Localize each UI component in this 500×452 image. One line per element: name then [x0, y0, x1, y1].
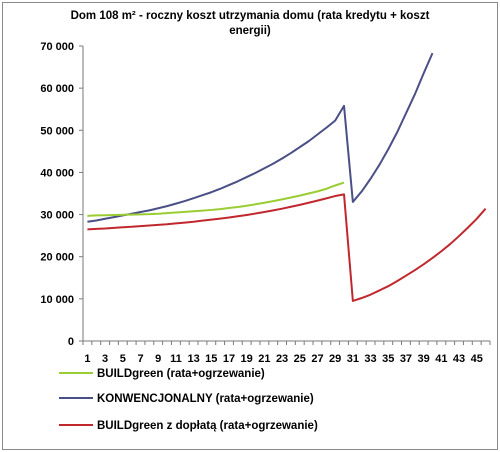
x-tick-label: 27	[311, 353, 323, 365]
legend-label-buildgreen-doplata: BUILDgreen z dopłatą (rata+ogrzewanie)	[97, 420, 318, 432]
x-tick-label: 3	[102, 353, 108, 365]
x-tick-label: 21	[258, 353, 270, 365]
x-tick-label: 31	[347, 353, 359, 365]
y-tick-label: 20 000	[40, 252, 74, 264]
x-tick-label: 15	[205, 353, 217, 365]
y-tick-label: 0	[68, 336, 74, 348]
y-tick-label: 30 000	[40, 210, 74, 222]
series-line	[87, 52, 434, 223]
legend-label-konwencjonalny: KONWENCJONALNY (rata+ogrzewanie)	[97, 393, 314, 405]
y-tick-label: 50 000	[40, 125, 74, 137]
series-line	[87, 181, 345, 217]
y-ticks: 0 10 000 20 000 30 000 40 000 50 000 60 000 70 …	[40, 41, 83, 348]
chart-title-line-1: Dom 108 m² - roczny koszt utrzymania dom…	[71, 10, 430, 22]
x-tick-label: 35	[382, 353, 394, 365]
x-tick-label: 17	[223, 353, 235, 365]
y-tick-label: 60 000	[40, 83, 74, 95]
x-tick-label: 29	[329, 353, 341, 365]
x-tick-label: 19	[241, 353, 253, 365]
legend: BUILDgreen (rata+ogrzewanie) KONWENCJONA…	[59, 368, 318, 432]
y-tick-label: 70 000	[40, 41, 74, 53]
x-tick-label: 5	[120, 353, 126, 365]
x-tick-label: 41	[435, 353, 447, 365]
x-tick-label: 7	[137, 353, 143, 365]
x-tick-label: 43	[453, 353, 465, 365]
y-tick-label: 10 000	[40, 294, 74, 306]
x-tick-label: 23	[276, 353, 288, 365]
series-line	[87, 193, 487, 302]
series-lines	[87, 52, 487, 302]
x-tick-label: 9	[155, 353, 161, 365]
x-ticks: 1 3 5 7 9 11 13 15 17 19 21 23 25 27 29 31 33 35 37 39 41 43 4…	[82, 341, 491, 365]
x-tick-label: 1	[84, 353, 90, 365]
x-tick-label: 25	[294, 353, 306, 365]
x-tick-label: 33	[364, 353, 376, 365]
legend-label-buildgreen: BUILDgreen (rata+ogrzewanie)	[97, 368, 265, 380]
x-tick-label: 45	[471, 353, 483, 365]
chart-title-line-2: energii)	[229, 25, 271, 37]
x-tick-label: 13	[187, 353, 199, 365]
x-tick-label: 11	[170, 353, 182, 365]
y-tick-label: 40 000	[40, 167, 74, 179]
x-tick-label: 37	[400, 353, 412, 365]
x-tick-label: 39	[418, 353, 430, 365]
